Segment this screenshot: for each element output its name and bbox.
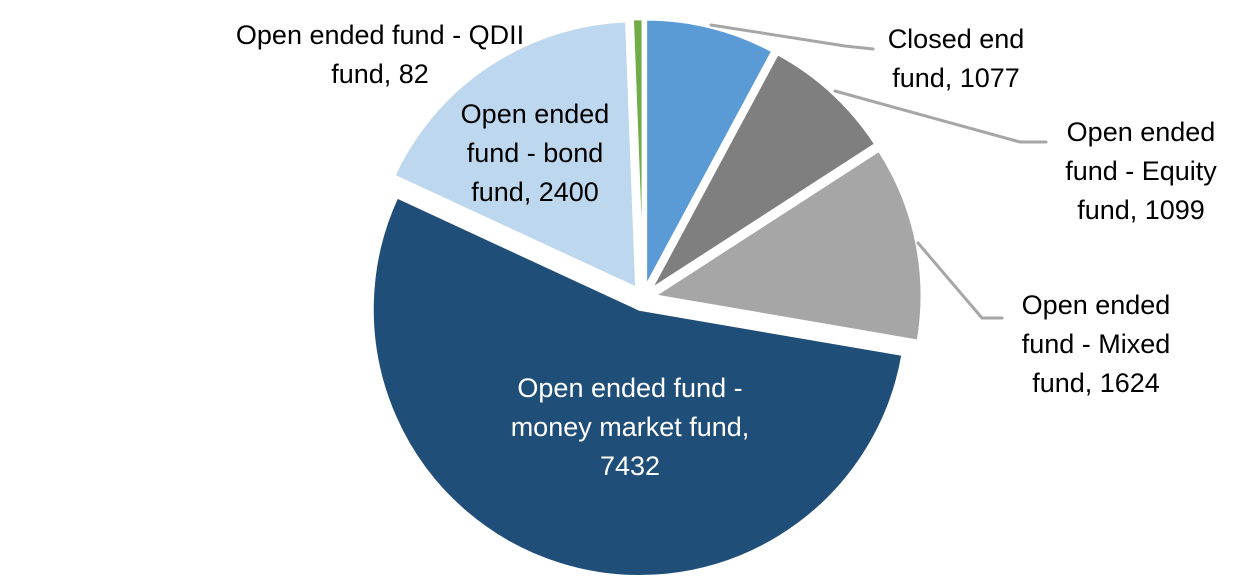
pie-slice-money-market-fund bbox=[371, 196, 904, 578]
leader-line-mixed-fund bbox=[916, 241, 1004, 320]
pie-slice-closed-end-fund bbox=[644, 18, 774, 288]
pie-slice-mixed-fund bbox=[653, 149, 923, 343]
pie-slices-group bbox=[371, 17, 923, 578]
data-label-money-market-fund: Open ended fund - money market fund, 743… bbox=[510, 373, 750, 481]
data-label-equity-fund: Open ended fund - Equity fund, 1099 bbox=[1065, 117, 1217, 225]
data-label-closed-end-fund: Closed end fund, 1077 bbox=[887, 24, 1025, 93]
data-label-qdii-fund: Open ended fund - QDII fund, 82 bbox=[235, 20, 525, 89]
leader-lines-group bbox=[709, 23, 1048, 320]
data-label-bond-fund: Open ended fund - bond fund, 2400 bbox=[460, 99, 610, 207]
pie-slice-equity-fund bbox=[649, 52, 877, 291]
leader-line-equity-fund bbox=[833, 89, 1048, 144]
pie-slice-bond-fund bbox=[392, 19, 638, 290]
data-label-mixed-fund: Open ended fund - Mixed fund, 1624 bbox=[1021, 290, 1171, 398]
leader-line-closed-end-fund bbox=[709, 23, 875, 51]
pie-slice-qdii-fund bbox=[631, 17, 645, 288]
